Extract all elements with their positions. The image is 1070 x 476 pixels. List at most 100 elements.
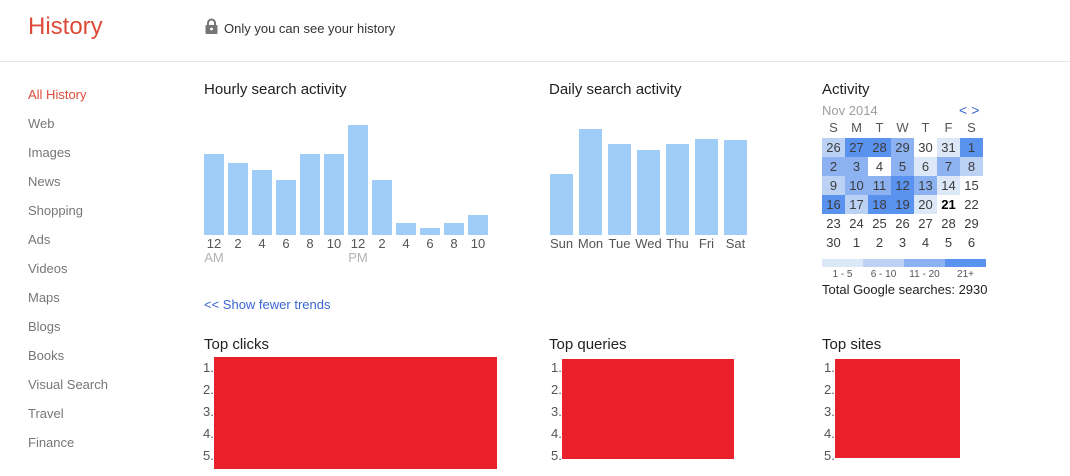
bar [724,140,747,235]
sidebar-item-web[interactable]: Web [28,116,55,131]
calendar-day[interactable]: 21 [937,195,960,214]
x-axis-label: Thu [666,236,689,251]
calendar-day[interactable]: 8 [960,157,983,176]
calendar-day[interactable]: 20 [914,195,937,214]
calendar-day[interactable]: 27 [845,138,868,157]
calendar-day[interactable]: 30 [822,233,845,252]
x-axis-label: 6 [426,236,434,251]
show-fewer-trends-link[interactable]: << Show fewer trends [204,297,331,312]
weekday-header: T [921,120,930,135]
calendar-day[interactable]: 4 [868,157,891,176]
calendar-day[interactable]: 25 [868,214,891,233]
sidebar-item-books[interactable]: Books [28,348,65,363]
bar [324,154,344,235]
calendar-day[interactable]: 12 [891,176,914,195]
x-axis-label [228,250,248,265]
sidebar-item-visual-search[interactable]: Visual Search [28,377,108,392]
x-axis-label: 6 [282,236,290,251]
x-axis-label: 8 [450,236,458,251]
x-axis-label: 4 [402,236,410,251]
sidebar-item-videos[interactable]: Videos [28,261,68,276]
hourly-x-axis-sublabels: AM PM [204,250,488,265]
calendar-day[interactable]: 28 [868,138,891,157]
calendar-day[interactable]: 31 [937,138,960,157]
calendar-day[interactable]: 17 [845,195,868,214]
rank-number: 5. [203,448,214,463]
calendar-day[interactable]: 2 [868,233,891,252]
weekday-header: T [875,120,884,135]
calendar-day[interactable]: 4 [914,233,937,252]
calendar-day[interactable]: 5 [937,233,960,252]
calendar-day[interactable]: 14 [937,176,960,195]
sidebar-item-finance[interactable]: Finance [28,435,75,450]
calendar-day[interactable]: 15 [960,176,983,195]
calendar-day[interactable]: 3 [845,157,868,176]
weekday-header: W [896,120,909,135]
legend-swatch [904,259,945,267]
calendar-day[interactable]: 13 [914,176,937,195]
x-axis-label: 12 [206,236,222,251]
calendar-day[interactable]: 16 [822,195,845,214]
x-axis-label: 10 [470,236,486,251]
sidebar-item-news[interactable]: News [28,174,61,189]
bar [579,129,602,235]
calendar-day[interactable]: 3 [891,233,914,252]
calendar-day[interactable]: 6 [960,233,983,252]
calendar-day[interactable]: 19 [891,195,914,214]
sidebar-item-all-history[interactable]: All History [28,87,87,102]
hourly-chart-title: Hourly search activity [204,81,347,98]
calendar-day[interactable]: 29 [960,214,983,233]
sidebar-item-travel[interactable]: Travel [28,406,64,421]
sidebar-item-ads[interactable]: Ads [28,232,51,247]
calendar-day[interactable]: 1 [960,138,983,157]
sidebar-item-blogs[interactable]: Blogs [28,319,61,334]
calendar-day[interactable]: 26 [822,138,845,157]
calendar-next-month-icon[interactable]: > [971,102,980,118]
rank-number: 2. [551,382,562,397]
redaction-box [562,359,734,459]
bar [695,139,718,235]
rank-number: 1. [824,360,835,375]
bar [468,215,488,235]
calendar-day[interactable]: 7 [937,157,960,176]
sidebar-item-images[interactable]: Images [28,145,71,160]
bar [372,180,392,235]
daily-x-axis-labels: Sun Mon Tue Wed Thu Fri Sat [550,236,747,251]
bar [300,154,320,235]
calendar-day[interactable]: 29 [891,138,914,157]
x-axis-label: Mon [577,236,604,251]
sidebar-item-maps[interactable]: Maps [28,290,60,305]
hourly-x-axis-labels: 12 2 4 6 8 10 12 2 4 6 8 10 [204,236,488,251]
calendar-day[interactable]: 1 [845,233,868,252]
calendar-month-label: Nov 2014 [822,103,878,118]
calendar-day[interactable]: 28 [937,214,960,233]
legend-swatch [945,259,986,267]
x-axis-label [300,250,320,265]
x-axis-label: AM [204,250,224,265]
calendar-prev-month-icon[interactable]: < [959,102,968,118]
calendar-day[interactable]: 26 [891,214,914,233]
redaction-box [835,359,960,458]
x-axis-label [396,250,416,265]
calendar-day[interactable]: 10 [845,176,868,195]
header-divider [0,61,1070,62]
calendar-day[interactable]: 18 [868,195,891,214]
calendar-day[interactable]: 2 [822,157,845,176]
weekday-header: F [944,120,953,135]
calendar-day[interactable]: 27 [914,214,937,233]
rank-number: 2. [824,382,835,397]
calendar-day[interactable]: 22 [960,195,983,214]
calendar-day[interactable]: 9 [822,176,845,195]
rank-number: 4. [551,426,562,441]
sidebar-item-shopping[interactable]: Shopping [28,203,83,218]
calendar-day[interactable]: 5 [891,157,914,176]
calendar-day[interactable]: 6 [914,157,937,176]
calendar-day[interactable]: 11 [868,176,891,195]
x-axis-label: 4 [258,236,266,251]
bar [608,144,631,235]
calendar-day[interactable]: 24 [845,214,868,233]
calendar-day[interactable]: 30 [914,138,937,157]
activity-title: Activity [822,81,870,98]
calendar-day[interactable]: 23 [822,214,845,233]
calendar-nav: < > [957,102,981,118]
